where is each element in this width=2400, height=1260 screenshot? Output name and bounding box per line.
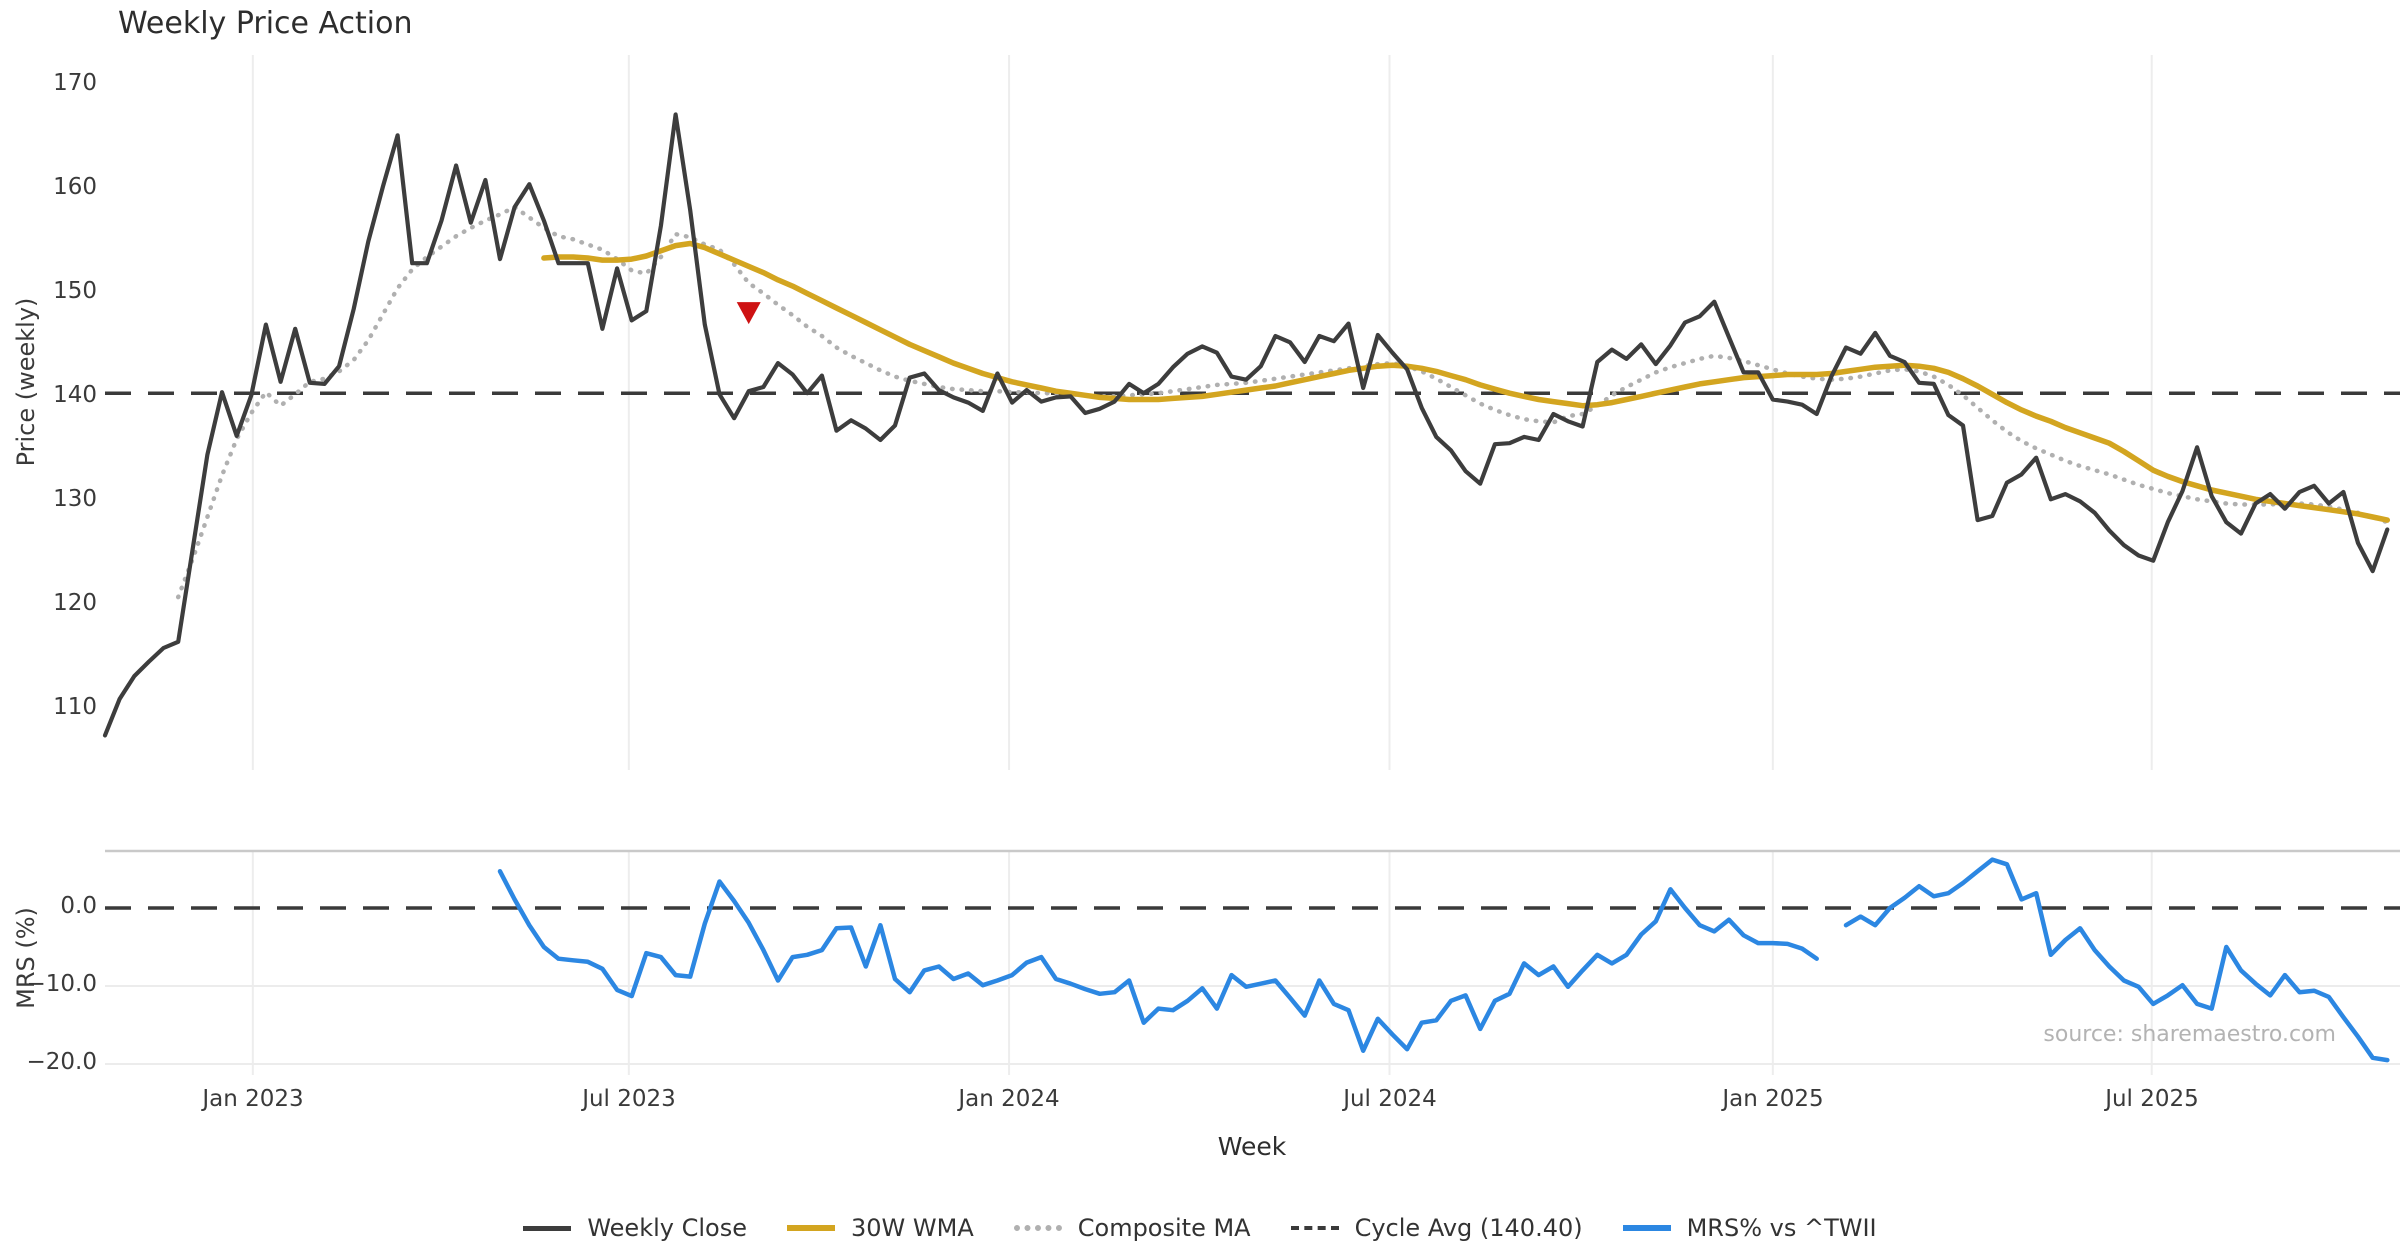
legend-label: 30W WMA xyxy=(850,1214,974,1242)
mrs-line-icon xyxy=(1622,1225,1671,1231)
composite-ma-line xyxy=(175,204,2390,600)
price-y-tick-label: 110 xyxy=(53,694,97,720)
legend-item-composite-ma: Composite MA xyxy=(1013,1214,1251,1242)
sell-signal-marker xyxy=(736,302,761,325)
price-y-tick-label: 150 xyxy=(53,278,97,304)
legend-item-weekly-close: Weekly Close xyxy=(523,1214,747,1242)
mrs-line xyxy=(497,857,2390,1063)
price-y-tick-label: 160 xyxy=(53,174,97,200)
price-y-tick-label: 140 xyxy=(53,382,97,408)
x-tick-label: Jan 2023 xyxy=(202,1086,304,1112)
wma-30w-line xyxy=(541,240,2391,523)
price-y-tick-label: 120 xyxy=(53,590,97,616)
weekly-close-line xyxy=(102,112,2390,738)
legend-label: Composite MA xyxy=(1077,1214,1251,1242)
legend: Weekly Close 30W WMA Composite MA Cycle … xyxy=(0,1203,2400,1253)
page-title: Weekly Price Action xyxy=(118,6,413,41)
legend-item-30w-wma: 30W WMA xyxy=(786,1214,974,1242)
x-tick-label: Jan 2025 xyxy=(1722,1086,1824,1112)
mrs-y-tick-label: 0.0 xyxy=(60,893,97,919)
legend-label: Weekly Close xyxy=(587,1214,747,1242)
mrs-y-tick-label: −10.0 xyxy=(26,971,97,997)
composite-ma-line-icon xyxy=(1013,1225,1062,1231)
source-note: source: sharemaestro.com xyxy=(2043,1022,2336,1047)
price-y-tick-label: 170 xyxy=(53,70,97,96)
legend-label: Cycle Avg (140.40) xyxy=(1354,1214,1583,1242)
legend-item-cycle-avg: Cycle Avg (140.40) xyxy=(1290,1214,1583,1242)
x-tick-label: Jul 2023 xyxy=(582,1086,676,1112)
cycle-avg-line-icon xyxy=(1290,1226,1339,1230)
x-tick-label: Jul 2025 xyxy=(2105,1086,2199,1112)
x-axis-title: Week xyxy=(1217,1132,1287,1161)
legend-label: MRS% vs ^TWII xyxy=(1686,1214,1877,1242)
price-y-tick-label: 130 xyxy=(53,486,97,512)
legend-item-mrs: MRS% vs ^TWII xyxy=(1622,1214,1877,1242)
weekly-close-line-icon xyxy=(523,1225,572,1231)
x-tick-label: Jan 2024 xyxy=(958,1086,1060,1112)
mrs-y-tick-label: −20.0 xyxy=(26,1049,97,1075)
wma-line-icon xyxy=(786,1225,835,1231)
x-tick-label: Jul 2024 xyxy=(1343,1086,1437,1112)
